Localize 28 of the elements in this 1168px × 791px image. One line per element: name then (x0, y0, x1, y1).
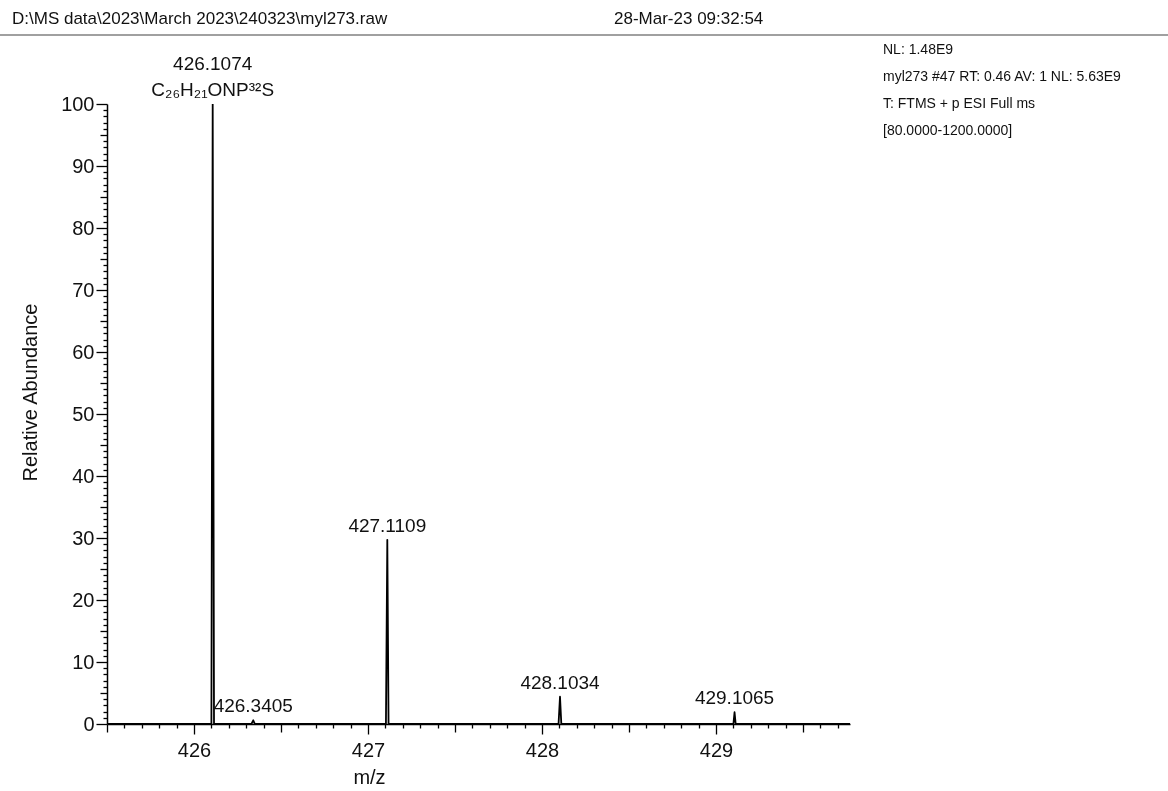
text: [80.0000-1200.0000] (883, 121, 1014, 140)
y-tick-label: 0 (83, 712, 95, 735)
x-tick-label: 428 (525, 738, 560, 761)
y-tick-label: 100 (61, 92, 95, 115)
annotation: 427.1109 (348, 514, 427, 536)
y-tick-label: 10 (72, 650, 95, 673)
annotation: 426.1074 (173, 53, 253, 74)
x-tick-label: 427 (351, 738, 386, 761)
y-tick-label: 60 (72, 340, 95, 363)
y-tick-label: 30 (72, 526, 95, 549)
y-tick-label: 90 (72, 154, 95, 177)
annotation: 428.1034 (520, 671, 601, 693)
text: T: FTMS + p ESI Full ms (883, 94, 1037, 113)
x-tick-label: 426 (177, 738, 212, 761)
x-axis-title: m/z (353, 765, 386, 788)
y-tick-label: 20 (72, 588, 95, 611)
y-tick-label: 40 (72, 464, 95, 487)
y-tick-label: 70 (72, 278, 95, 301)
y-tick-label: 80 (72, 216, 95, 239)
x-tick-label: 429 (699, 738, 734, 761)
chart-subtitle: 28-Mar-23 09:32:54 (614, 9, 764, 29)
text: NL: 1.48E9 (883, 40, 955, 59)
text: myl273 #47 RT: 0.46 AV: 1 NL: 5.63E9 (883, 67, 1121, 86)
chart-title: D:\MS data\2023\March 2023\240323\myl273.raw (12, 9, 388, 29)
y-axis-title: Relative Abundance (18, 303, 41, 482)
annotation: 429.1065 (694, 687, 775, 709)
y-tick-label: 50 (72, 402, 95, 425)
annotation: C₂₆H₂₁ONP³²S (151, 79, 275, 100)
